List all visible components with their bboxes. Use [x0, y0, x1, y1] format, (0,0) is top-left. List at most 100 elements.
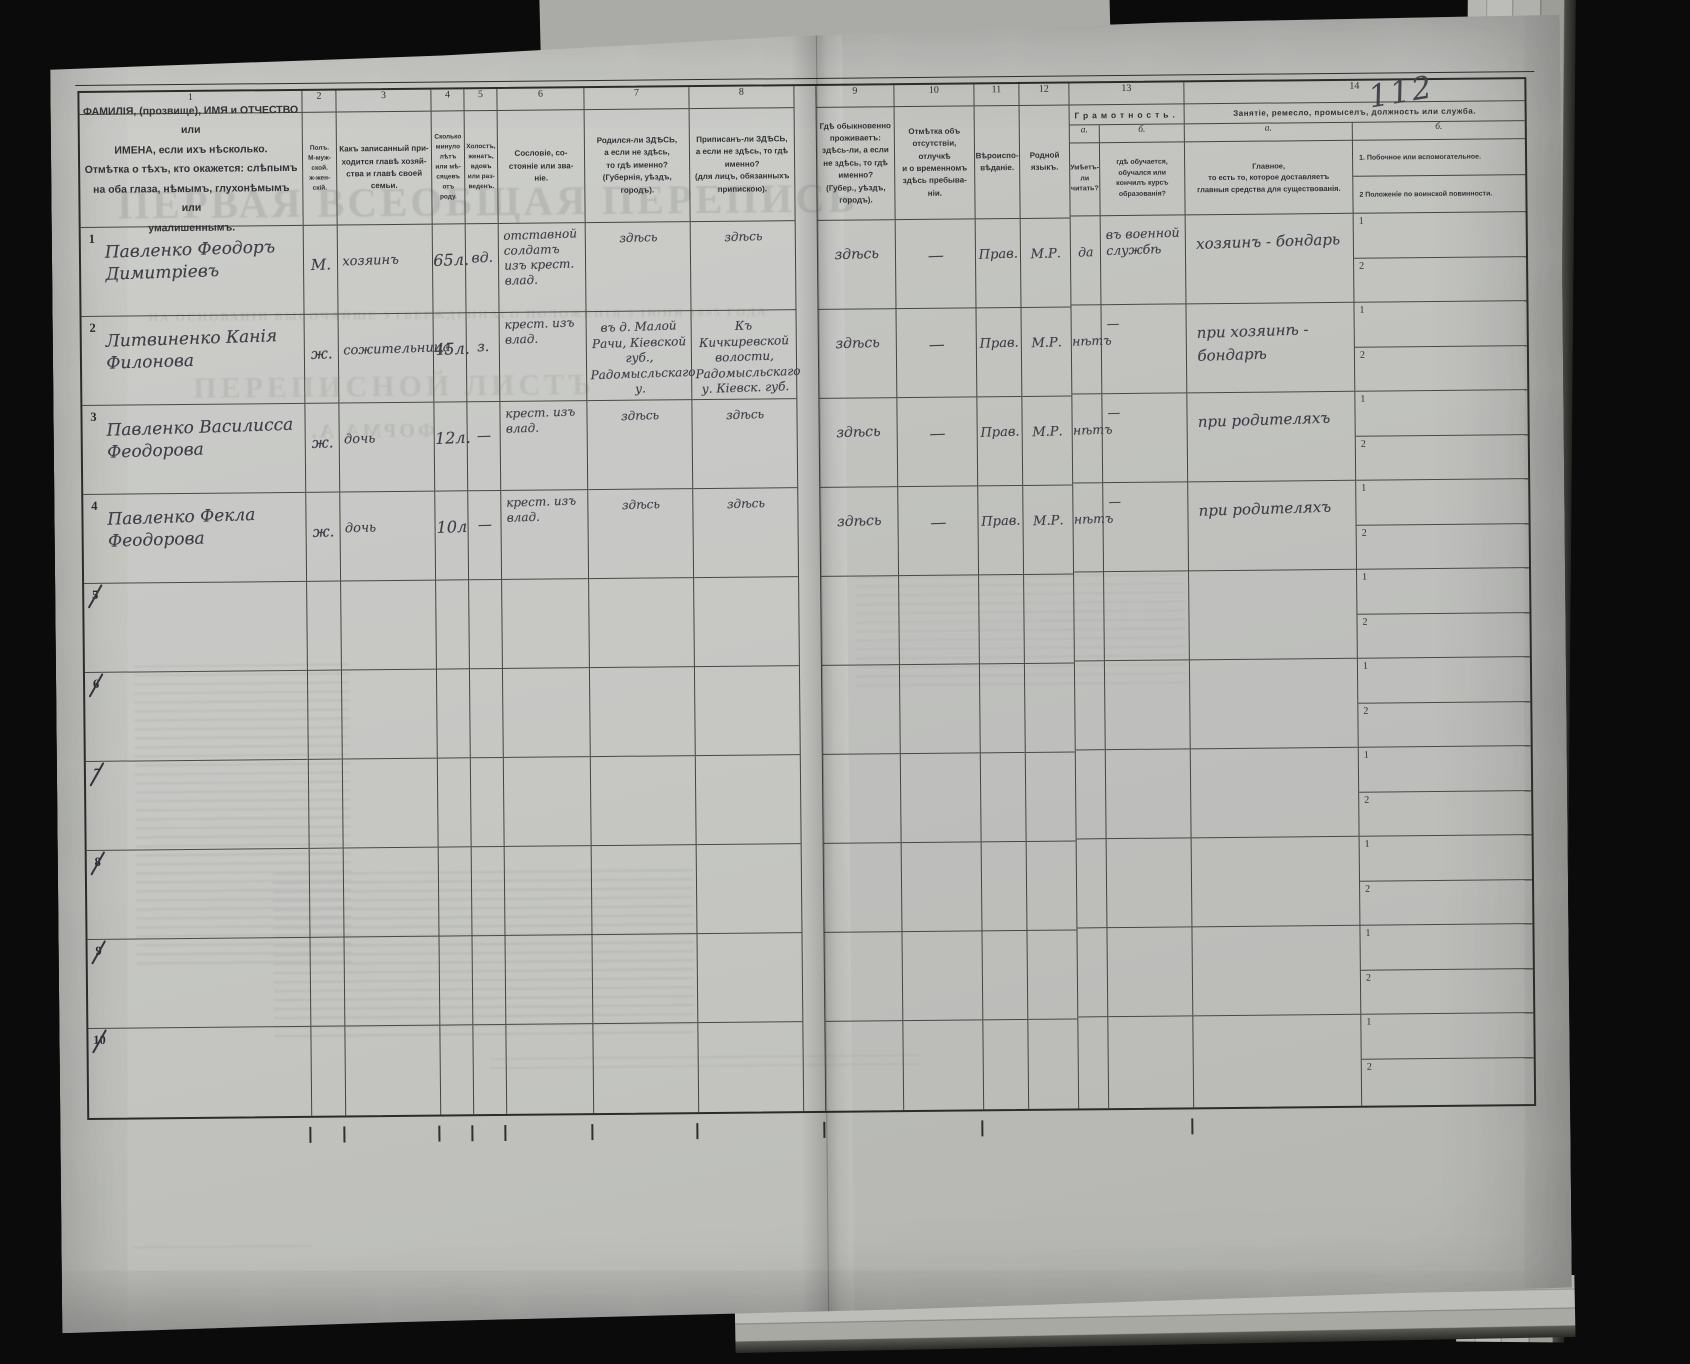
line-tail: [438, 1126, 440, 1142]
handwritten-relation: [345, 1025, 440, 1056]
handwritten-occupation: [1192, 924, 1359, 945]
handwritten-relation: дочь: [344, 520, 377, 537]
cell-registered-row-1: здѣсь: [691, 221, 796, 311]
cell-relation-row-5: [341, 581, 436, 671]
handwritten-age: [440, 1025, 473, 1052]
handwritten-lives: [821, 575, 899, 603]
handwritten-lives: здѣсь: [834, 245, 880, 264]
cell-lives-row-6: [822, 665, 900, 755]
cell-estate-row-1: отставной солдатъ изъ крест. влад.: [499, 223, 586, 313]
cell-occupation-row-8: [1192, 837, 1360, 928]
subcolumn-education: б. гдѣ обучается, обучался или кончилъ к…: [1100, 124, 1193, 1108]
handwritten-marital: —: [476, 427, 492, 445]
handwritten-estate: [503, 667, 589, 674]
handwritten-relation: [343, 847, 438, 878]
cell-religion-row-9: [982, 931, 1027, 1020]
secondary-occupation-half-1: 1: [1360, 835, 1532, 881]
cell-age-row-2: 45л.: [434, 313, 467, 402]
handwritten-sex: М.: [310, 255, 332, 275]
handwritten-absence: —: [928, 334, 945, 355]
handwritten-religion: Прав.: [978, 246, 1019, 263]
handwritten-language: [1026, 841, 1076, 871]
handwritten-reads: [1074, 572, 1104, 601]
handwritten-education: [1104, 570, 1188, 583]
cell-estate-row-2: крест. изъ влад.: [500, 312, 587, 402]
cell-reads-row-4: нѣтъ: [1073, 483, 1103, 572]
cell-age-row-10: [440, 1025, 473, 1114]
secondary-occupation-half-2: 2: [1357, 523, 1529, 569]
cell-absence-row-1: —: [896, 219, 976, 309]
cell-name-row-2: 2 Литвиненко Канія Филонова: [82, 315, 305, 406]
literacy-group-title: Грамотность.: [1070, 104, 1184, 125]
handwritten-religion: Прав.: [979, 335, 1019, 352]
cell-estate-row-8: [505, 846, 592, 936]
column-number: 13: [1069, 82, 1183, 105]
cell-registered-row-8: [697, 844, 802, 934]
secondary-occupation-half-1: 1: [1354, 301, 1526, 347]
handwritten-occupation: [1193, 1013, 1360, 1034]
handwritten-age: 65л.: [433, 249, 470, 270]
handwritten-occupation: [1191, 835, 1358, 856]
secondary-occupation-half-2: 2: [1362, 1057, 1534, 1103]
handwritten-occupation: при родителяхъ: [1197, 408, 1331, 431]
handwritten-sex: [311, 1026, 345, 1057]
cell-born-row-7: [591, 756, 696, 846]
cell-sex-row-1: М.: [304, 226, 338, 315]
cell-language-row-9: [1027, 930, 1077, 1019]
side-row-label: 2: [1365, 972, 1371, 984]
handwritten-lives: здѣсь: [836, 512, 882, 531]
handwritten-occupation: [1190, 657, 1357, 678]
handwritten-age: 45л.: [433, 338, 471, 359]
line-tail: [981, 1120, 983, 1136]
cell-sex-row-2: ж.: [305, 315, 339, 404]
handwritten-occupation: [1191, 746, 1358, 767]
subcolumn-label: а.: [1070, 125, 1099, 143]
cell-religion-row-5: [979, 575, 1024, 664]
side-row-label: 1: [1363, 749, 1369, 761]
line-tail: [696, 1123, 698, 1139]
side-row-label: 2: [1360, 438, 1366, 450]
subcolumn-header: гдѣ обучается, обучался или кончилъ курс…: [1100, 142, 1185, 216]
cell-born-row-10: [593, 1023, 698, 1113]
cell-education-row-4: —: [1103, 482, 1188, 572]
subcolumn-secondary-occupation: б. 1. Побочное или вспомогательное. 2 По…: [1353, 121, 1534, 1106]
column-header: Вѣроиспо- вѣданіе.: [975, 106, 1020, 219]
handwritten-religion: [980, 663, 1025, 692]
cell-born-row-1: здѣсь: [586, 222, 691, 312]
cell-lives-row-3: здѣсь: [819, 398, 897, 488]
cell-registered-row-9: [697, 933, 802, 1023]
handwritten-name: Литвиненко Канія Филонова: [105, 326, 278, 374]
cell-estate-row-4: крест. изъ влад.: [501, 490, 588, 580]
cell-lives-row-9: [824, 932, 902, 1022]
handwritten-absence: [900, 752, 980, 781]
cell-estate-row-7: [504, 757, 591, 847]
handwritten-relation: сожительница: [342, 339, 451, 359]
handwritten-absence: [900, 663, 980, 692]
subcolumn-header: Умѣетъ- ли читать?: [1070, 143, 1100, 216]
column-number: 3: [336, 90, 430, 113]
handwritten-religion: [983, 1019, 1028, 1048]
column-absence-note: 10 Отмѣтка объ отсутствіи, отлучкѣ и о в…: [894, 84, 984, 1110]
handwritten-religion: [980, 752, 1025, 781]
cell-language-row-7: [1026, 752, 1076, 841]
side-row-label: 1: [1362, 571, 1368, 583]
census-form-page: ПЕРВАЯ ВСЕОБЩАЯ ПЕРЕПИСЬ НА ОСНОВАНІИ ВЫ…: [50, 15, 1572, 1333]
cell-name-row-8: 8: [87, 849, 310, 940]
cell-registered-row-7: [696, 755, 801, 845]
column-number: 4: [431, 89, 463, 111]
handwritten-estate: [502, 578, 588, 585]
column-header: Приписанъ-ли ЗДѢСЬ, а если не здѣсь, то …: [690, 108, 795, 222]
handwritten-born: [590, 666, 694, 677]
handwritten-sex: [309, 848, 343, 879]
cell-lives-row-8: [824, 843, 902, 933]
cell-born-row-2: въ д. Малой Рачи, Кіевской губ., Радомыс…: [587, 311, 692, 401]
handwritten-estate: [504, 756, 590, 763]
handwritten-language: М.Р.: [1031, 335, 1063, 352]
